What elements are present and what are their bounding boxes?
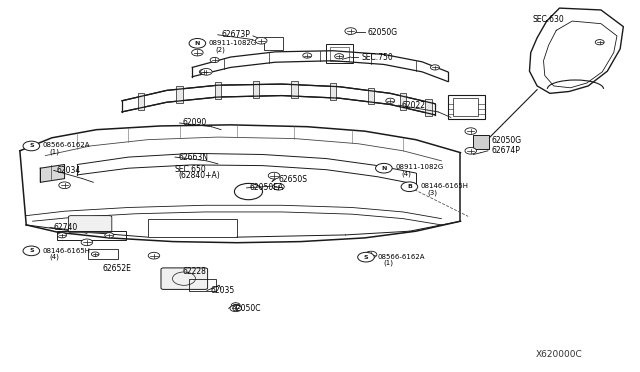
Circle shape bbox=[358, 252, 374, 262]
FancyBboxPatch shape bbox=[68, 216, 112, 233]
Text: 62050G: 62050G bbox=[491, 136, 521, 145]
Text: SEC.650: SEC.650 bbox=[174, 165, 206, 174]
Bar bbox=[326, 44, 353, 63]
Circle shape bbox=[191, 49, 203, 56]
Text: S: S bbox=[29, 248, 34, 253]
Text: (62840+A): (62840+A) bbox=[178, 171, 220, 180]
Text: (1): (1) bbox=[384, 260, 394, 266]
Circle shape bbox=[365, 251, 377, 258]
Bar bbox=[426, 99, 432, 116]
Text: (1): (1) bbox=[49, 148, 60, 155]
Text: 08911-1082G: 08911-1082G bbox=[209, 40, 257, 46]
Circle shape bbox=[148, 252, 160, 259]
Bar bbox=[291, 81, 298, 98]
Bar bbox=[448, 95, 484, 119]
Text: 62228: 62228 bbox=[182, 267, 207, 276]
Bar bbox=[368, 87, 374, 104]
Text: N: N bbox=[381, 166, 387, 171]
Text: (4): (4) bbox=[402, 170, 412, 177]
Circle shape bbox=[105, 233, 114, 238]
Text: 62022: 62022 bbox=[402, 101, 426, 110]
Circle shape bbox=[200, 68, 212, 75]
Circle shape bbox=[255, 37, 267, 44]
Bar bbox=[138, 93, 145, 110]
Bar bbox=[88, 249, 118, 259]
Text: (3): (3) bbox=[428, 189, 437, 196]
Text: 08566-6162A: 08566-6162A bbox=[43, 142, 90, 148]
Text: 62035: 62035 bbox=[210, 286, 234, 295]
Circle shape bbox=[199, 69, 208, 74]
Circle shape bbox=[465, 128, 476, 135]
Circle shape bbox=[81, 239, 93, 246]
Text: (2): (2) bbox=[215, 46, 225, 53]
Circle shape bbox=[189, 38, 205, 48]
Circle shape bbox=[431, 65, 440, 70]
Circle shape bbox=[23, 141, 40, 151]
Circle shape bbox=[58, 233, 67, 238]
Bar bbox=[189, 279, 216, 291]
Text: 62050G: 62050G bbox=[368, 28, 398, 37]
Bar bbox=[453, 98, 478, 116]
Text: 62050EA: 62050EA bbox=[250, 183, 284, 192]
Circle shape bbox=[268, 172, 280, 179]
Text: SEC.750: SEC.750 bbox=[362, 52, 393, 61]
Bar bbox=[330, 83, 336, 100]
Text: 08566-6162A: 08566-6162A bbox=[378, 254, 425, 260]
Circle shape bbox=[230, 305, 241, 312]
Circle shape bbox=[401, 182, 418, 192]
Text: 62740: 62740 bbox=[53, 223, 77, 232]
Circle shape bbox=[231, 303, 240, 308]
Text: SEC.630: SEC.630 bbox=[532, 16, 564, 25]
Circle shape bbox=[595, 39, 604, 45]
Text: 62663N: 62663N bbox=[178, 153, 208, 161]
Text: (4): (4) bbox=[49, 254, 59, 260]
Text: 62674P: 62674P bbox=[491, 146, 520, 155]
Circle shape bbox=[465, 147, 476, 154]
Circle shape bbox=[386, 98, 395, 103]
Circle shape bbox=[23, 246, 40, 256]
Bar bbox=[400, 93, 406, 110]
Text: S: S bbox=[364, 255, 368, 260]
Text: 08911-1082G: 08911-1082G bbox=[396, 164, 444, 170]
Bar bbox=[214, 82, 221, 99]
Bar bbox=[176, 86, 182, 103]
Circle shape bbox=[335, 54, 344, 59]
Circle shape bbox=[303, 53, 312, 58]
Text: 08146-6165H: 08146-6165H bbox=[421, 183, 469, 189]
Text: S: S bbox=[29, 144, 34, 148]
Circle shape bbox=[376, 163, 392, 173]
Circle shape bbox=[92, 252, 99, 256]
Bar bbox=[148, 219, 237, 237]
Circle shape bbox=[59, 182, 70, 189]
Text: 08146-6165H: 08146-6165H bbox=[43, 248, 91, 254]
Text: 62090: 62090 bbox=[182, 119, 207, 128]
Text: 62650S: 62650S bbox=[278, 175, 307, 184]
Text: 62652E: 62652E bbox=[103, 264, 132, 273]
Text: 62050C: 62050C bbox=[232, 304, 261, 313]
Text: B: B bbox=[407, 184, 412, 189]
FancyBboxPatch shape bbox=[161, 268, 207, 289]
Bar bbox=[57, 231, 126, 240]
Text: 62673P: 62673P bbox=[221, 30, 250, 39]
Bar bbox=[330, 46, 349, 61]
Text: N: N bbox=[195, 41, 200, 46]
Circle shape bbox=[345, 28, 356, 35]
Bar bbox=[264, 37, 283, 49]
Bar bbox=[253, 81, 259, 98]
Bar bbox=[473, 135, 489, 149]
Circle shape bbox=[273, 183, 284, 190]
Text: 62034: 62034 bbox=[57, 166, 81, 175]
Polygon shape bbox=[40, 164, 65, 182]
Text: X620000C: X620000C bbox=[536, 350, 582, 359]
Circle shape bbox=[210, 57, 219, 62]
